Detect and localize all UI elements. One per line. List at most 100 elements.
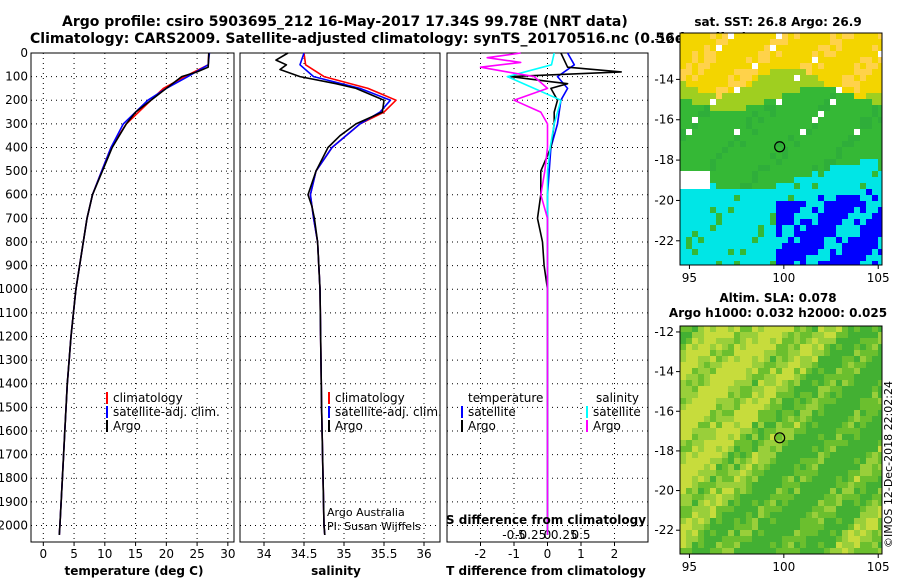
map-cell	[812, 135, 818, 141]
map-cell	[830, 117, 836, 123]
map-cell	[800, 392, 806, 398]
map-cell	[848, 51, 854, 57]
map-cell	[848, 87, 854, 93]
map-cell	[740, 404, 746, 410]
map-cell	[752, 386, 758, 392]
map-cell	[764, 464, 770, 470]
map-cell	[860, 428, 866, 434]
map-cell	[746, 440, 752, 446]
map-cell	[830, 255, 836, 261]
map-cell	[770, 482, 776, 488]
plot-frame	[239, 52, 441, 543]
map-cell	[794, 458, 800, 464]
map-cell	[698, 231, 704, 237]
map-cell	[872, 512, 878, 518]
map-cell	[758, 255, 764, 261]
map-cell	[680, 428, 686, 434]
map-cell	[770, 512, 776, 518]
map-cell	[878, 422, 882, 428]
map-cell	[752, 117, 758, 123]
map-cell	[746, 458, 752, 464]
map-cell	[734, 536, 740, 542]
map-cell	[818, 482, 824, 488]
map-cell	[788, 548, 794, 554]
map-cell	[806, 410, 812, 416]
map-cell	[758, 213, 764, 219]
map-cell	[866, 165, 872, 171]
map-cell	[746, 165, 752, 171]
map-cell	[842, 237, 848, 243]
map-cell	[806, 159, 812, 165]
map-cell	[728, 410, 734, 416]
map-cell	[686, 392, 692, 398]
map-cell	[680, 548, 686, 554]
map-cell	[860, 147, 866, 153]
map-cell	[728, 404, 734, 410]
map-cell	[746, 159, 752, 165]
map-cell	[710, 326, 716, 332]
map-cell	[848, 93, 854, 99]
map-cell	[752, 111, 758, 117]
map-cell	[764, 81, 770, 87]
map-cell	[710, 482, 716, 488]
map-cell	[740, 189, 746, 195]
map-cell	[842, 332, 848, 338]
map-cell	[722, 171, 728, 177]
map-cell	[716, 219, 722, 225]
map-cell	[794, 524, 800, 530]
map-cell	[866, 69, 872, 75]
map-cell	[764, 195, 770, 201]
map-cell	[734, 243, 740, 249]
map-cell	[866, 39, 872, 45]
map-cell	[830, 159, 836, 165]
map-cell	[866, 213, 872, 219]
salinity-xlabel: salinity	[311, 564, 361, 578]
map-cell	[740, 237, 746, 243]
map-cell	[764, 458, 770, 464]
map-cell	[722, 237, 728, 243]
map-cell	[830, 536, 836, 542]
map-cell	[830, 362, 836, 368]
map-cell	[728, 105, 734, 111]
map-cell	[812, 488, 818, 494]
map-cell	[878, 117, 882, 123]
map-cell	[686, 87, 692, 93]
map-cell	[734, 416, 740, 422]
map-cell	[740, 458, 746, 464]
map-cell	[842, 129, 848, 135]
map-cell	[680, 165, 686, 171]
map-cell	[800, 422, 806, 428]
map-cell	[878, 488, 882, 494]
map-cell	[776, 536, 782, 542]
y-tick-label: 2000	[0, 518, 28, 532]
map-cell	[860, 542, 866, 548]
map-cell	[692, 362, 698, 368]
map-cell	[680, 129, 686, 135]
map-cell	[734, 81, 740, 87]
map-cell	[848, 219, 854, 225]
map-cell	[698, 488, 704, 494]
map-cell	[878, 338, 882, 344]
map-cell	[776, 135, 782, 141]
map-cell	[686, 237, 692, 243]
map-cell	[728, 147, 734, 153]
map-cell	[686, 494, 692, 500]
map-cell	[764, 362, 770, 368]
map-cell	[680, 39, 686, 45]
map-cell	[788, 524, 794, 530]
map-cell	[794, 165, 800, 171]
map-cell	[812, 255, 818, 261]
map-cell	[704, 362, 710, 368]
map-cell	[806, 464, 812, 470]
map-cell	[770, 159, 776, 165]
map-cell	[842, 51, 848, 57]
map-cell	[860, 362, 866, 368]
map-cell	[818, 99, 824, 105]
map-cell	[848, 482, 854, 488]
map-cell	[794, 39, 800, 45]
sla-map-subtitle: Argo h1000: 0.032 h2000: 0.025	[669, 306, 887, 320]
map-cell	[734, 344, 740, 350]
map-cell	[758, 494, 764, 500]
map-cell	[740, 225, 746, 231]
map-cell	[782, 356, 788, 362]
